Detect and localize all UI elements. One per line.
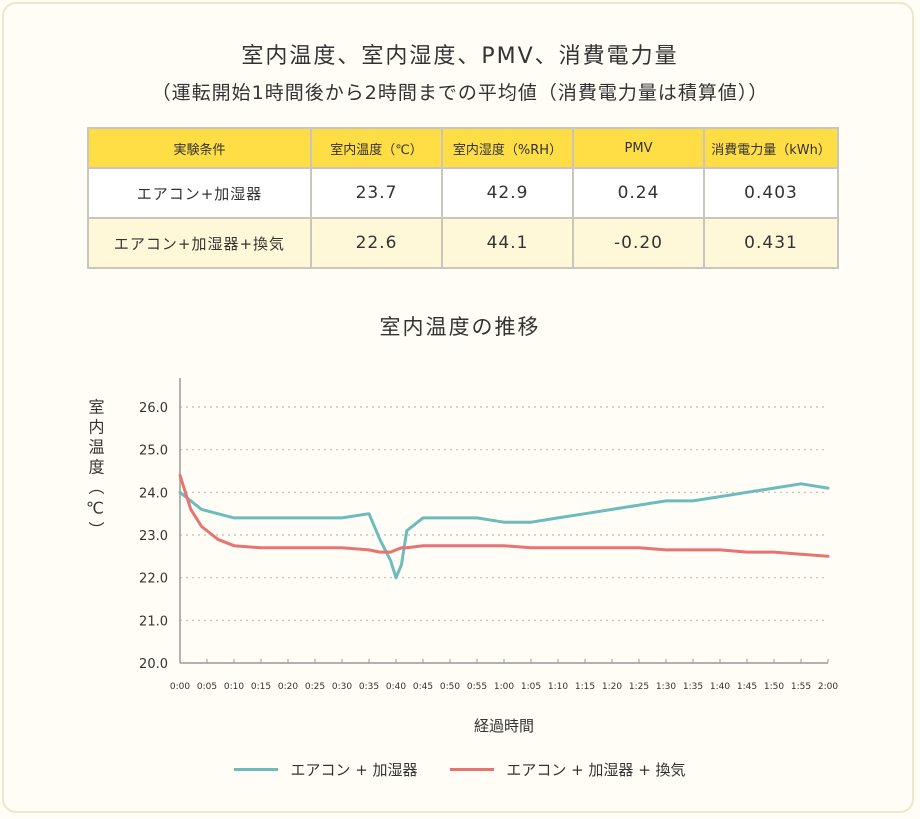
page-subtitle: （運転開始1時間後から2時間までの平均値（消費電力量は積算値））	[151, 82, 769, 104]
y-tick-label: 21.0	[139, 614, 168, 629]
header-temperature: 室内温度（℃）	[310, 127, 443, 169]
x-tick-label: 0:10	[224, 682, 244, 692]
table-row: エアコン+加湿器+換気 22.6 44.1 -0.20 0.431	[87, 217, 839, 269]
legend-item-series-2: エアコン + 加湿器 + 換気	[450, 759, 686, 780]
y-tick-label: 20.0	[139, 657, 168, 672]
x-tick-label: 1:35	[683, 682, 703, 692]
series-line-1	[178, 482, 830, 580]
cell-power: 0.403	[703, 167, 839, 219]
series-line-2	[178, 473, 830, 558]
chart-title: 室内温度の推移	[379, 315, 541, 339]
x-tick-label: 0:05	[197, 682, 217, 692]
x-tick-label: 0:50	[440, 682, 460, 692]
legend-swatch-series-1	[234, 768, 279, 771]
x-tick-label: 0:30	[332, 682, 352, 692]
legend-label-series-1: エアコン + 加湿器	[290, 761, 418, 779]
page-title: 室内温度、室内湿度、PMV、消費電力量	[241, 44, 679, 69]
summary-table: 実験条件 室内温度（℃） 室内湿度（%RH） PMV 消費電力量（kWh） エア…	[87, 127, 839, 269]
x-tick-label: 0:00	[170, 682, 190, 692]
header-power: 消費電力量（kWh）	[703, 127, 839, 169]
x-tick-label: 2:00	[818, 682, 838, 692]
x-tick-label: 1:40	[710, 682, 730, 692]
x-tick-label: 1:05	[521, 682, 541, 692]
cell-humidity: 42.9	[441, 167, 574, 219]
y-tick-label: 24.0	[139, 486, 168, 501]
cell-condition: エアコン+加湿器	[87, 167, 312, 219]
y-tick-label: 22.0	[139, 572, 168, 587]
header-humidity: 室内湿度（%RH）	[441, 127, 574, 169]
x-tick-label: 1:10	[548, 682, 568, 692]
y-tick-label: 25.0	[139, 444, 168, 459]
x-tick-label: 1:30	[656, 682, 676, 692]
x-tick-label: 1:50	[764, 682, 784, 692]
x-tick-label: 0:45	[413, 682, 433, 692]
cell-temperature: 22.6	[310, 217, 443, 269]
x-tick-label: 0:35	[359, 682, 379, 692]
x-tick-label: 1:00	[494, 682, 514, 692]
y-axis-label: 室内温度（℃）	[85, 399, 104, 542]
x-tick-label: 1:20	[602, 682, 622, 692]
table-header-row: 実験条件 室内温度（℃） 室内湿度（%RH） PMV 消費電力量（kWh）	[87, 127, 839, 169]
header-pmv: PMV	[572, 127, 705, 169]
legend-item-series-1: エアコン + 加湿器	[234, 759, 418, 780]
y-tick-label: 26.0	[139, 401, 168, 416]
x-tick-label: 1:15	[575, 682, 595, 692]
cell-humidity: 44.1	[441, 217, 574, 269]
legend-swatch-series-2	[450, 768, 495, 771]
x-tick-label: 0:25	[305, 682, 325, 692]
y-tick-label: 23.0	[139, 529, 168, 544]
x-tick-label: 1:55	[791, 682, 811, 692]
legend-label-series-2: エアコン + 加湿器 + 換気	[506, 761, 686, 779]
cell-condition: エアコン+加湿器+換気	[87, 217, 312, 269]
cell-pmv: -0.20	[572, 217, 705, 269]
cell-temperature: 23.7	[310, 167, 443, 219]
chart-legend: エアコン + 加湿器 エアコン + 加湿器 + 換気	[0, 757, 920, 780]
cell-power: 0.431	[703, 217, 839, 269]
x-tick-label: 1:25	[629, 682, 649, 692]
x-tick-label: 0:55	[467, 682, 487, 692]
x-axis-label: 経過時間	[474, 717, 534, 735]
x-tick-label: 1:45	[737, 682, 757, 692]
table-row: エアコン+加湿器 23.7 42.9 0.24 0.403	[87, 167, 839, 219]
cell-pmv: 0.24	[572, 167, 705, 219]
x-tick-label: 0:20	[278, 682, 298, 692]
x-tick-label: 0:15	[251, 682, 271, 692]
header-condition: 実験条件	[87, 127, 312, 169]
x-tick-label: 0:40	[386, 682, 406, 692]
